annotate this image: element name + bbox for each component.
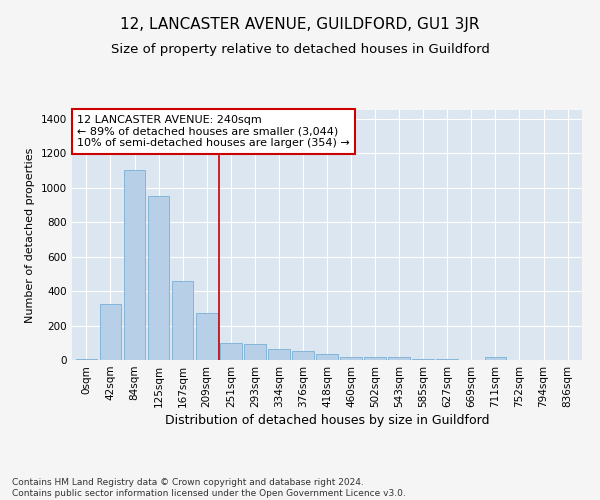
Bar	[292, 352, 314, 360]
Y-axis label: Number of detached properties: Number of detached properties	[25, 148, 35, 322]
Text: 12, LANCASTER AVENUE, GUILDFORD, GU1 3JR: 12, LANCASTER AVENUE, GUILDFORD, GU1 3JR	[120, 18, 480, 32]
Bar	[244, 344, 266, 360]
Bar	[485, 358, 506, 360]
Bar	[364, 356, 386, 360]
Text: 12 LANCASTER AVENUE: 240sqm
← 89% of detached houses are smaller (3,044)
10% of : 12 LANCASTER AVENUE: 240sqm ← 89% of det…	[77, 115, 350, 148]
X-axis label: Distribution of detached houses by size in Guildford: Distribution of detached houses by size …	[165, 414, 489, 427]
Bar	[316, 354, 338, 360]
Bar	[388, 356, 410, 360]
Bar	[268, 349, 290, 360]
Bar	[100, 304, 121, 360]
Bar	[412, 359, 434, 360]
Bar	[436, 359, 458, 360]
Bar	[196, 314, 218, 360]
Bar	[220, 343, 242, 360]
Bar	[172, 280, 193, 360]
Bar	[148, 196, 169, 360]
Bar	[76, 359, 97, 360]
Text: Contains HM Land Registry data © Crown copyright and database right 2024.
Contai: Contains HM Land Registry data © Crown c…	[12, 478, 406, 498]
Bar	[124, 170, 145, 360]
Bar	[340, 356, 362, 360]
Text: Size of property relative to detached houses in Guildford: Size of property relative to detached ho…	[110, 42, 490, 56]
